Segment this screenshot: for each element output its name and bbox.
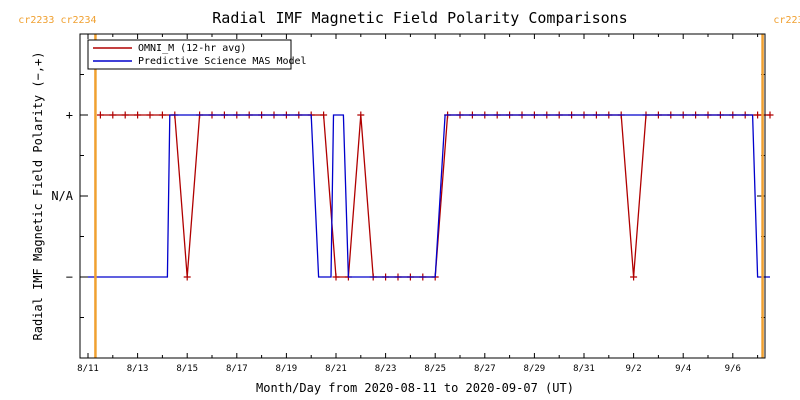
- legend: OMNI_M (12-hr avg) Predictive Science MA…: [87, 39, 307, 70]
- x-tick-label: 8/23: [375, 364, 397, 374]
- chart-title: Radial IMF Magnetic Field Polarity Compa…: [212, 9, 627, 27]
- omni-data-point: [630, 273, 638, 281]
- omni-data-point: [96, 111, 104, 119]
- x-tick-label: 8/25: [424, 364, 446, 374]
- omni-data-point: [357, 111, 365, 119]
- omni-data-point: [332, 273, 340, 281]
- x-tick-label: 9/6: [725, 364, 741, 374]
- x-tick-label: 8/11: [77, 364, 99, 374]
- y-tick-label: N/A: [51, 189, 73, 203]
- x-tick-label: 8/21: [325, 364, 347, 374]
- legend-label-omni: OMNI_M (12-hr avg): [138, 43, 246, 54]
- y-tick-label: +: [66, 108, 73, 122]
- plot-frame: [79, 33, 766, 359]
- y-axis-label: Radial IMF Magnetic Field Polarity (−,+): [31, 52, 45, 341]
- omni-data-point: [320, 111, 328, 119]
- omni-data-point: [754, 111, 762, 119]
- series-lines: [88, 111, 774, 281]
- x-tick-label: 9/4: [675, 364, 691, 374]
- omni-data-point: [158, 111, 166, 119]
- carrington-rotation-label: cr2234 cr2235: [773, 15, 800, 26]
- legend-label-mas: Predictive Science MAS Model: [138, 56, 307, 67]
- x-tick-label: 8/19: [276, 364, 298, 374]
- omni-data-point: [121, 111, 129, 119]
- x-tick-label: 8/27: [474, 364, 496, 374]
- omni-data-point: [146, 111, 154, 119]
- carrington-rotation-label: cr2233 cr2234: [18, 15, 96, 26]
- x-tick-label: 8/15: [176, 364, 198, 374]
- x-tick-label: 8/17: [226, 364, 248, 374]
- x-tick-label: 8/31: [573, 364, 595, 374]
- mas-series-line: [88, 114, 770, 278]
- y-tick-label: −: [66, 270, 73, 284]
- omni-data-point: [134, 111, 142, 119]
- x-tick-label: 8/13: [127, 364, 149, 374]
- legend-box: [87, 39, 292, 70]
- omni-data-point: [183, 273, 191, 281]
- x-axis-label: Month/Day from 2020-08-11 to 2020-09-07 …: [256, 381, 574, 395]
- x-tick-label: 9/2: [625, 364, 641, 374]
- omni-data-point: [766, 111, 774, 119]
- omni-data-point: [109, 111, 117, 119]
- x-tick-label: 8/29: [524, 364, 546, 374]
- carrington-markers: cr2233 cr2234 cr2234 cr2235: [18, 15, 800, 358]
